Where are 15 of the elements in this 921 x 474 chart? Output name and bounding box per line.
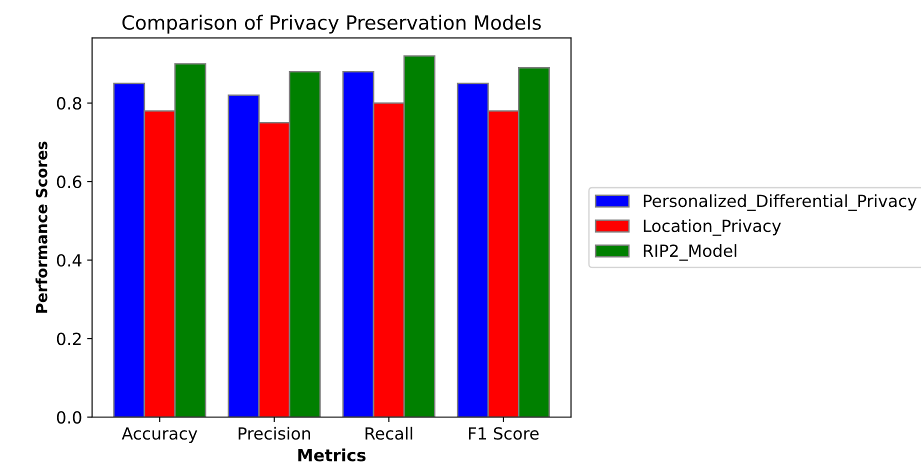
- x-tick-label: Precision: [238, 426, 310, 440]
- y-tick-label: 0.4: [56, 254, 82, 267]
- chart-title: Comparison of Privacy Preservation Models: [122, 14, 541, 34]
- y-axis-title: Performance Scores: [36, 142, 48, 313]
- x-tick-label: F1 Score: [468, 427, 539, 440]
- y-tick-label: 0.6: [56, 176, 82, 188]
- x-axis-title: Metrics: [298, 448, 366, 462]
- legend-label: Personalized_Differential_Privacy: [644, 194, 917, 211]
- x-tick-label: Accuracy: [122, 427, 198, 443]
- y-tick-label: 0.0: [56, 411, 82, 424]
- x-tick-label: Recall: [366, 426, 412, 440]
- legend-label: RIP2_Model: [644, 244, 736, 261]
- legend-label: Location_Privacy: [644, 219, 781, 236]
- y-tick-label: 0.8: [56, 97, 82, 110]
- y-tick-label: 0.2: [56, 332, 81, 346]
